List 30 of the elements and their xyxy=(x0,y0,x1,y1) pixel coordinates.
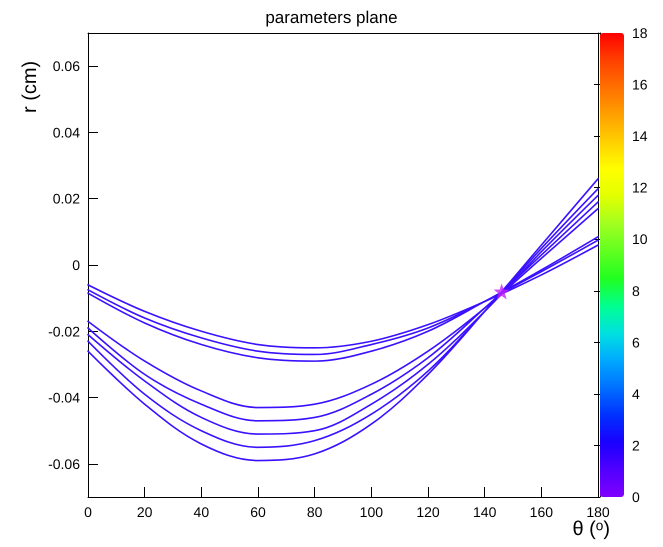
x-tick-label: 20 xyxy=(136,504,153,520)
y-tick-label: 0.02 xyxy=(52,190,80,207)
x-axis-title: θ (ᵒ) xyxy=(572,518,610,540)
x-tick-label: 140 xyxy=(472,504,497,520)
color-bar-label: 18 xyxy=(632,25,648,41)
x-tick-label: 0 xyxy=(84,504,92,520)
x-tick-label: 40 xyxy=(194,504,210,520)
x-tick-label: 160 xyxy=(530,504,554,520)
color-bar-label: 8 xyxy=(632,282,640,299)
color-bar-label: 4 xyxy=(632,386,640,402)
color-bar-label: 16 xyxy=(632,76,648,93)
x-tick-label: 120 xyxy=(416,504,440,520)
y-tick-label: -0.02 xyxy=(48,323,80,340)
color-bar-label: 2 xyxy=(632,437,640,454)
y-tick-label: 0.06 xyxy=(52,58,80,74)
color-bar-label: 6 xyxy=(632,334,640,350)
y-tick-label: 0 xyxy=(72,257,80,273)
x-tick-label: 60 xyxy=(250,504,266,520)
color-bar-label: 0 xyxy=(632,489,640,505)
color-bar-label: 10 xyxy=(632,231,648,248)
y-axis-title: r (cm) xyxy=(19,60,41,113)
color-bar-label: 12 xyxy=(632,180,648,196)
x-tick-label: 100 xyxy=(360,504,384,520)
x-tick-label: 80 xyxy=(306,504,323,520)
y-tick-label: 0.04 xyxy=(52,124,80,140)
y-tick-label: -0.04 xyxy=(48,390,80,406)
color-bar-label: 14 xyxy=(632,128,648,144)
chart-title: parameters plane xyxy=(265,8,398,27)
y-tick-label: -0.06 xyxy=(48,456,80,472)
x-tick-label: 180 xyxy=(586,504,610,520)
